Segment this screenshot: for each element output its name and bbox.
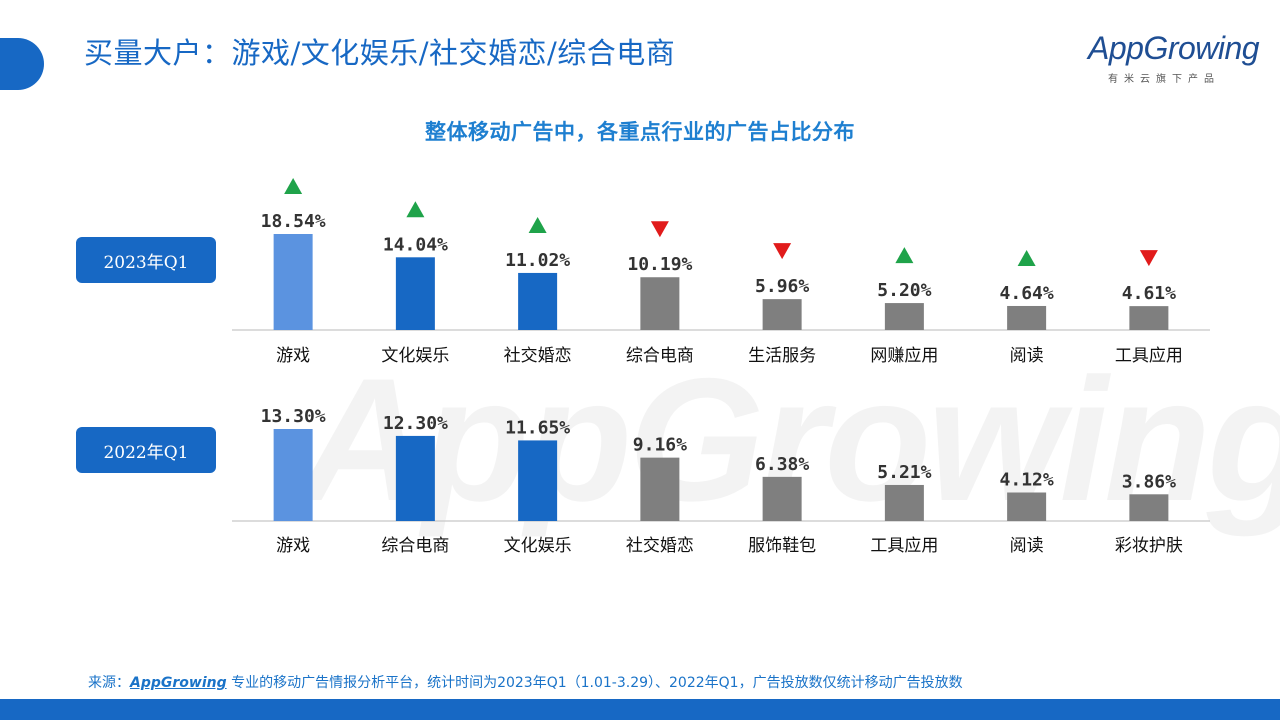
logo-tagline: 有米云旗下产品 xyxy=(1108,74,1220,85)
trend-up-icon xyxy=(284,178,303,194)
bar-2022-1 xyxy=(273,429,313,521)
category-label-2023-3: 社交婚恋 xyxy=(504,345,572,366)
category-label-2023-1: 游戏 xyxy=(276,346,310,366)
source-prefix: 来源： xyxy=(88,675,130,691)
category-label-2023-4: 综合电商 xyxy=(626,346,694,366)
data-label-2023-2: 14.04% xyxy=(383,234,448,255)
category-label-2022-1: 游戏 xyxy=(276,536,310,556)
bar-2022-3 xyxy=(518,440,558,521)
bar-2022-8 xyxy=(1129,494,1169,521)
bar-2023-7 xyxy=(1007,305,1047,330)
period-label-2022q1: 2022年Q1 xyxy=(76,427,216,473)
source-brand-link[interactable]: AppGrowing xyxy=(130,675,227,691)
data-label-2022-8: 3.86% xyxy=(1122,471,1176,492)
data-label-2023-4: 10.19% xyxy=(627,254,692,275)
trend-up-icon xyxy=(406,201,425,218)
data-label-2023-5: 5.96% xyxy=(755,276,809,297)
category-label-2022-2: 综合电商 xyxy=(381,536,449,556)
category-label-2022-6: 工具应用 xyxy=(870,536,938,556)
period-label-2023q1: 2023年Q1 xyxy=(76,237,216,283)
source-text: 专业的移动广告情报分析平台，统计时间为2023年Q1（1.01-3.29）、20… xyxy=(226,675,963,691)
category-label-2023-7: 阅读 xyxy=(1010,346,1044,366)
data-label-2023-7: 4.64% xyxy=(1000,283,1054,304)
bar-2022-6 xyxy=(884,484,924,521)
category-label-2022-8: 彩妆护肤 xyxy=(1115,536,1183,556)
data-label-2022-3: 11.65% xyxy=(505,417,570,438)
chart-title: 整体移动广告中，各重点行业的广告占比分布 xyxy=(425,120,855,144)
trend-down-icon xyxy=(773,243,792,260)
data-label-2023-6: 5.20% xyxy=(877,280,931,301)
category-label-2022-3: 文化娱乐 xyxy=(504,536,572,556)
data-label-2022-6: 5.21% xyxy=(877,462,931,483)
category-label-2022-4: 社交婚恋 xyxy=(626,535,694,556)
category-label-2023-6: 网赚应用 xyxy=(870,346,938,366)
appgrowing-logo: AppGrowing 有米云旗下产品 xyxy=(1088,30,1260,86)
category-label-2022-5: 服饰鞋包 xyxy=(748,536,816,556)
bar-2023-5 xyxy=(762,299,802,330)
category-label-2023-8: 工具应用 xyxy=(1115,346,1183,366)
bar-2023-8 xyxy=(1129,306,1169,330)
bar-2023-4 xyxy=(640,277,680,330)
trend-up-icon xyxy=(1017,249,1036,266)
data-label-2023-1: 18.54% xyxy=(261,211,326,232)
bar-2022-2 xyxy=(395,435,435,521)
trend-down-icon xyxy=(1139,250,1158,267)
logo-wordmark: AppGrowing xyxy=(1088,30,1260,66)
bar-2023-6 xyxy=(884,303,924,330)
data-label-2023-3: 11.02% xyxy=(505,250,570,271)
data-label-2022-2: 12.30% xyxy=(383,413,448,434)
trend-up-icon xyxy=(528,216,547,233)
data-label-2022-4: 9.16% xyxy=(633,435,687,456)
bar-2022-7 xyxy=(1007,492,1047,521)
data-label-2023-8: 4.61% xyxy=(1122,283,1176,304)
category-label-2022-7: 阅读 xyxy=(1010,536,1044,556)
data-label-2022-7: 4.12% xyxy=(1000,470,1054,491)
category-label-2023-5: 生活服务 xyxy=(748,346,816,366)
bar-2023-2 xyxy=(395,257,435,330)
bar-2023-3 xyxy=(518,272,558,330)
bar-2023-1 xyxy=(273,234,313,330)
bar-2022-5 xyxy=(762,476,802,521)
data-label-2022-5: 6.38% xyxy=(755,454,809,475)
footer-bar xyxy=(0,699,1280,720)
bar-2022-4 xyxy=(640,457,680,521)
trend-down-icon xyxy=(650,221,669,238)
source-note: 来源：AppGrowing 专业的移动广告情报分析平台，统计时间为2023年Q1… xyxy=(88,670,1088,697)
left-accent-tab xyxy=(0,38,44,90)
slide-title: 买量大户：游戏/文化娱乐/社交婚恋/综合电商 xyxy=(84,36,676,70)
trend-up-icon xyxy=(895,247,914,264)
data-label-2022-1: 13.30% xyxy=(261,406,326,427)
category-label-2023-2: 文化娱乐 xyxy=(381,346,449,366)
